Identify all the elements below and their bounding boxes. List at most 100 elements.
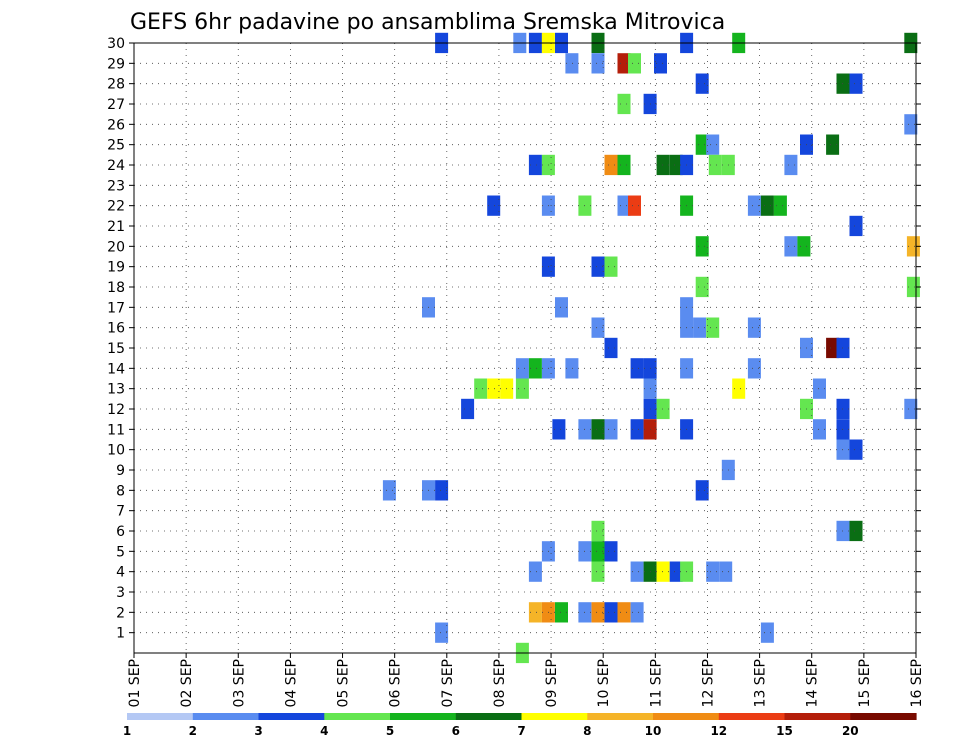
precip-cell <box>813 378 826 399</box>
precip-cell <box>695 236 709 257</box>
precip-cell <box>591 561 605 582</box>
legend-swatch <box>192 713 260 720</box>
x-tick-label: 16 SEP <box>909 659 925 707</box>
precip-cell <box>849 439 863 460</box>
precip-cell <box>565 53 579 74</box>
precip-cell <box>906 276 920 298</box>
y-tick-label: 13 <box>107 382 125 398</box>
y-tick-label: 20 <box>107 239 125 255</box>
precip-cell <box>487 378 501 399</box>
y-tick-label: 1 <box>116 626 125 642</box>
precip-cell <box>617 93 631 115</box>
legend-label: 20 <box>842 724 859 738</box>
precip-cell <box>630 419 644 440</box>
y-tick-label: 17 <box>107 300 125 316</box>
precip-cell <box>695 276 709 298</box>
legend-swatch <box>455 713 523 720</box>
y-tick-label: 21 <box>107 219 125 235</box>
grid-layer <box>133 42 917 653</box>
legend-label: 5 <box>386 724 394 738</box>
cells-layer <box>382 32 920 664</box>
precip-cell <box>904 398 918 420</box>
precip-cell <box>630 561 644 582</box>
precip-cell <box>906 236 920 257</box>
precip-cell <box>628 195 641 216</box>
legend-label: 1 <box>123 724 131 738</box>
x-tick-label: 11 SEP <box>648 659 664 707</box>
y-tick-label: 4 <box>116 565 125 581</box>
precip-cell <box>784 154 798 176</box>
precip-cell <box>382 480 396 501</box>
precip-cell <box>695 480 709 501</box>
y-tick-label: 2 <box>116 605 125 621</box>
precip-cell <box>708 154 722 176</box>
precip-cell <box>528 602 542 623</box>
precip-cell <box>773 195 787 216</box>
precip-cell <box>826 337 840 359</box>
precip-cell <box>630 602 644 623</box>
y-tick-label: 14 <box>107 361 125 377</box>
y-axis: 1234567891011121314151617181920212223242… <box>107 36 921 642</box>
y-tick-label: 26 <box>107 117 125 133</box>
precip-cell <box>695 73 709 94</box>
y-tick-label: 24 <box>107 158 125 174</box>
legend-swatch <box>390 713 457 720</box>
precip-cell <box>760 195 774 216</box>
y-tick-label: 29 <box>107 56 125 72</box>
precip-cell <box>813 419 826 440</box>
x-tick-label: 07 SEP <box>440 659 456 707</box>
y-tick-label: 28 <box>107 77 125 93</box>
y-tick-label: 6 <box>116 524 125 540</box>
x-tick-label: 02 SEP <box>179 659 195 707</box>
y-tick-label: 30 <box>107 36 125 52</box>
precip-cell <box>591 602 605 623</box>
precip-cell <box>565 358 579 379</box>
chart-title: GEFS 6hr padavine po ansamblima Sremska … <box>130 10 725 35</box>
y-tick-label: 19 <box>107 260 125 276</box>
precip-cell <box>474 378 488 399</box>
precip-cell <box>656 154 670 176</box>
legend-swatch <box>784 713 851 720</box>
precip-cell <box>654 53 667 74</box>
x-tick-label: 03 SEP <box>231 659 247 707</box>
precip-cell <box>617 602 631 623</box>
precip-cell <box>604 419 618 440</box>
precip-cell <box>747 195 761 216</box>
precip-cell <box>628 53 641 74</box>
precip-cell <box>826 134 840 155</box>
legend-label: 10 <box>645 724 662 738</box>
precip-cell <box>604 154 618 176</box>
precip-cell <box>630 358 644 379</box>
x-tick-label: 05 SEP <box>336 659 352 707</box>
legend-label: 4 <box>320 724 328 738</box>
legend-label: 7 <box>517 724 525 738</box>
legend-label: 6 <box>452 724 460 738</box>
x-tick-label: 10 SEP <box>596 659 612 707</box>
x-tick-label: 01 SEP <box>127 659 143 707</box>
y-tick-label: 7 <box>116 504 125 520</box>
legend-swatch <box>653 713 720 720</box>
precip-cell <box>555 602 568 623</box>
precip-cell <box>461 398 475 420</box>
precip-cell <box>784 236 798 257</box>
y-tick-label: 23 <box>107 178 125 194</box>
precip-cell <box>604 256 618 277</box>
y-tick-label: 15 <box>107 341 125 357</box>
legend-label: 8 <box>583 724 591 738</box>
x-tick-label: 14 SEP <box>805 659 821 707</box>
precip-cell <box>669 561 683 582</box>
precip-cell <box>706 561 720 582</box>
precip-cell <box>747 317 761 338</box>
y-tick-label: 25 <box>107 138 125 154</box>
legend-swatch <box>718 713 786 720</box>
precip-cell <box>656 561 670 582</box>
y-tick-label: 3 <box>116 585 125 601</box>
legend-swatch <box>850 713 917 720</box>
x-tick-label: 15 SEP <box>857 659 873 707</box>
precip-cell <box>435 480 449 501</box>
precip-cell <box>617 53 631 74</box>
color-legend: 1 2 3 4 5 6 7 8 10 12 15 20 <box>123 713 917 738</box>
x-tick-label: 08 SEP <box>492 659 508 707</box>
legend-label: 15 <box>776 724 793 738</box>
